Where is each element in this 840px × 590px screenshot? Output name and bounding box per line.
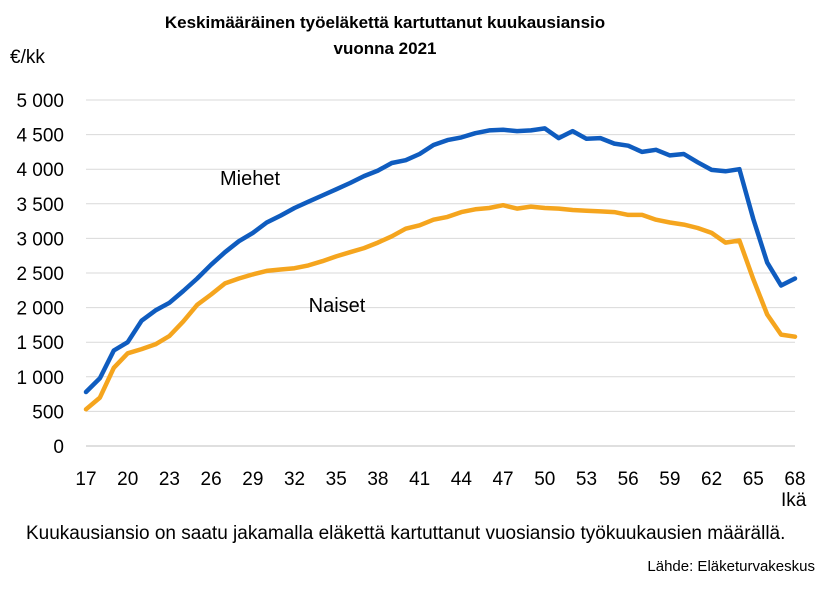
chart-title-line1: Keskimääräinen työeläkettä kartuttanut k… bbox=[164, 13, 606, 32]
axes: 0 500 1 000 1 500 2 000 2 500 3 000 3 500 4 000 4… bbox=[16, 91, 805, 490]
x-tick-label: 56 bbox=[618, 469, 639, 490]
y-tick-label: 1 000 bbox=[16, 368, 64, 389]
x-tick-label: 29 bbox=[242, 469, 263, 490]
source-note: Lähde: Eläketurvakeskus bbox=[647, 558, 815, 575]
x-tick-label: 23 bbox=[159, 469, 180, 490]
y-tick-label: 4 500 bbox=[16, 126, 64, 147]
x-tick-label: 50 bbox=[534, 469, 555, 490]
y-tick-label: 4 000 bbox=[16, 160, 64, 181]
series-line-miehet bbox=[83, 126, 798, 395]
chart-title-line2: vuonna 2021 bbox=[333, 39, 437, 58]
x-tick-label: 44 bbox=[451, 469, 473, 490]
x-tick-label: 62 bbox=[701, 469, 722, 490]
footnote: Kuukausiansio on saatu jakamalla eläkett… bbox=[26, 523, 786, 544]
x-tick-label: 47 bbox=[492, 469, 513, 490]
x-tick-label: 26 bbox=[201, 469, 222, 490]
y-tick-label: 2 000 bbox=[16, 299, 64, 320]
x-tick-label: 17 bbox=[75, 469, 96, 490]
y-tick-label: 1 500 bbox=[16, 333, 64, 354]
y-tick-label: 3 000 bbox=[16, 229, 64, 250]
x-tick-label: 59 bbox=[659, 469, 680, 490]
y-tick-label: 5 000 bbox=[16, 91, 64, 112]
gridlines bbox=[86, 99, 795, 412]
series-line-naiset bbox=[83, 202, 798, 412]
y-axis-unit: €/kk bbox=[10, 47, 45, 68]
y-tick-label: 2 500 bbox=[16, 264, 64, 285]
x-tick-label: 53 bbox=[576, 469, 597, 490]
x-axis-unit: Ikä bbox=[781, 490, 807, 511]
x-tick-label: 35 bbox=[326, 469, 347, 490]
series-labels: Miehet Naiset bbox=[220, 168, 366, 317]
x-tick-label: 41 bbox=[409, 469, 430, 490]
x-tick-label: 65 bbox=[743, 469, 764, 490]
x-tick-label: 20 bbox=[117, 469, 138, 490]
series-label-naiset: Naiset bbox=[309, 295, 366, 317]
series-label-miehet: Miehet bbox=[220, 168, 280, 190]
series-lines bbox=[83, 126, 798, 412]
x-tick-label: 38 bbox=[367, 469, 388, 490]
x-tick-label: 68 bbox=[784, 469, 805, 490]
y-tick-label: 3 500 bbox=[16, 195, 64, 216]
y-tick-label: 500 bbox=[32, 402, 64, 423]
chart-title: Keskimääräinen työeläkettä kartuttanut k… bbox=[95, 10, 675, 62]
y-tick-label: 0 bbox=[53, 437, 64, 458]
x-tick-label: 32 bbox=[284, 469, 305, 490]
